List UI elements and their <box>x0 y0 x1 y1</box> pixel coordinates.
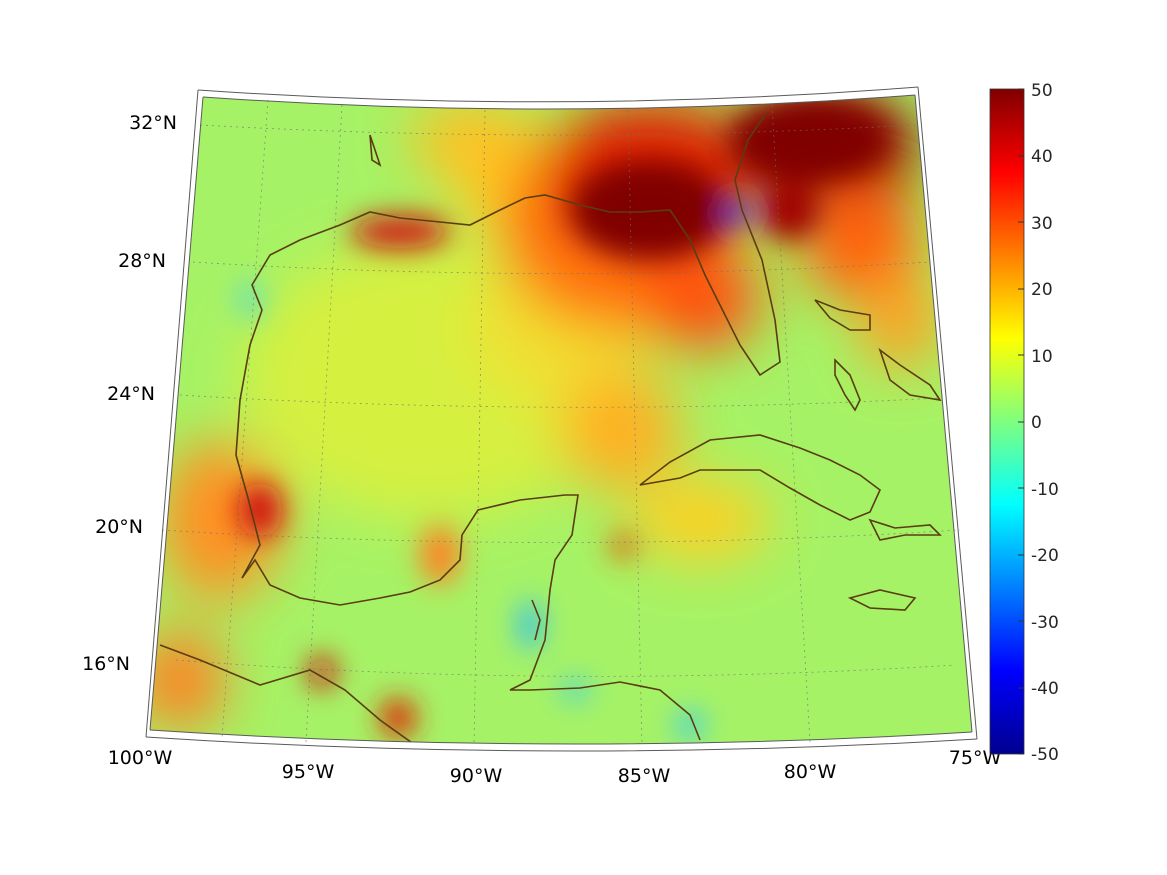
colorbar-tick-30: 30 <box>1031 214 1053 234</box>
lon-label-80w: 80°W <box>784 761 837 783</box>
colorbar-tick-0: 0 <box>1031 413 1042 433</box>
colorbar-tick-10: 10 <box>1031 347 1053 367</box>
colorbar-tick-minus50: -50 <box>1031 745 1059 765</box>
lon-label-90w: 90°W <box>450 765 503 787</box>
lat-label-28n: 28°N <box>118 250 166 272</box>
lon-labels: 100°W 95°W 90°W 85°W 80°W 75°W <box>108 747 1002 787</box>
lon-label-100w: 100°W <box>108 747 173 769</box>
map-frame <box>145 86 978 752</box>
lon-label-75w: 75°W <box>949 747 1002 769</box>
coastlines <box>159 114 942 745</box>
heat-field <box>150 95 972 745</box>
colorbar-tick-minus20: -20 <box>1031 546 1059 566</box>
colorbar-tick-50: 50 <box>1031 81 1053 101</box>
lat-labels: 16°N 20°N 24°N 28°N 32°N <box>82 112 177 675</box>
colorbar-tick-minus10: -10 <box>1031 480 1059 500</box>
colorbar-tick-minus30: -30 <box>1031 613 1059 633</box>
colorbar-tick-minus40: -40 <box>1031 679 1059 699</box>
colorbar-tick-40: 40 <box>1031 147 1053 167</box>
lat-label-16n: 16°N <box>82 653 130 675</box>
colorbar: 50 40 30 20 10 0 -10 -20 -30 -40 -50 <box>989 81 1059 765</box>
lon-label-95w: 95°W <box>282 761 335 783</box>
colorbar-tick-20: 20 <box>1031 280 1053 300</box>
lat-label-32n: 32°N <box>129 112 177 134</box>
lat-label-20n: 20°N <box>95 516 143 538</box>
lon-label-85w: 85°W <box>618 765 671 787</box>
graticule <box>161 99 961 747</box>
lat-label-24n: 24°N <box>107 383 155 405</box>
